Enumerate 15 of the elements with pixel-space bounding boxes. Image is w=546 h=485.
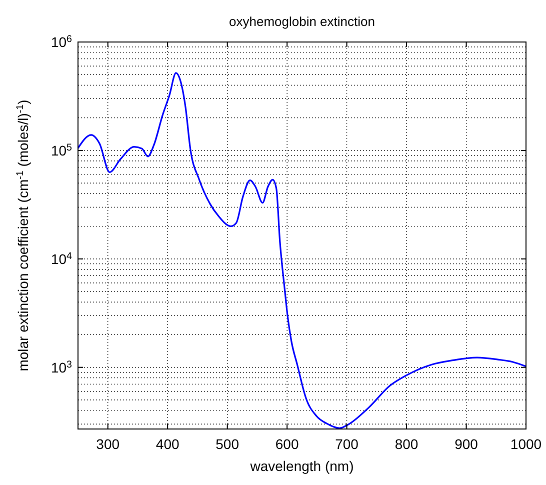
x-tick-label: 300: [96, 436, 120, 452]
x-tick-label: 400: [156, 436, 180, 452]
x-tick-label: 500: [216, 436, 240, 452]
y-tick-label: 10$^{6}$: [50, 34, 73, 50]
x-tick-label: 700: [335, 436, 359, 452]
chart-title: oxyhemoglobin extinction: [229, 14, 375, 29]
y-tick-label: 10$^{5}$: [50, 142, 73, 158]
x-tick-label: 600: [275, 436, 299, 452]
x-tick-label: 800: [394, 436, 418, 452]
line-series: [77, 72, 527, 429]
y-tick-label: 10$^{4}$: [50, 250, 73, 267]
x-axis-title: wavelength (nm): [249, 458, 354, 474]
y-tick-label: 10$^{3}$: [50, 358, 73, 376]
x-tick-label: 900: [454, 436, 478, 452]
x-tick-label: 1000: [510, 436, 542, 452]
